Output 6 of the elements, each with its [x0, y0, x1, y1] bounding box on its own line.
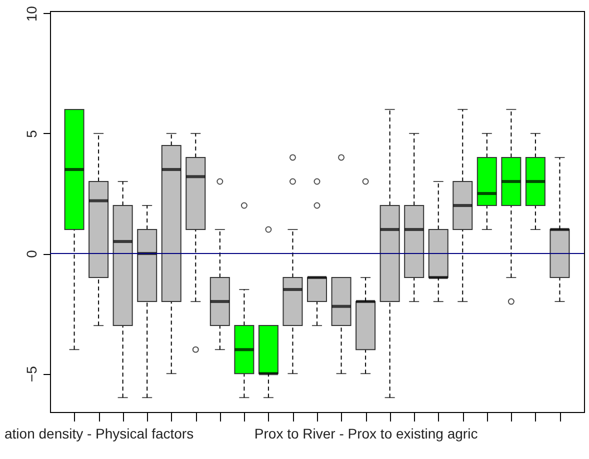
x-tick-label: ation density - Physical factors	[4, 426, 194, 442]
y-tick-label: 0	[24, 250, 40, 258]
y-tick-label: −5	[24, 366, 40, 382]
x-tick-label: Prox to River - Prox to existing agric	[254, 426, 478, 442]
y-tick-label: 5	[24, 130, 40, 138]
y-tick-label: 10	[24, 6, 40, 22]
